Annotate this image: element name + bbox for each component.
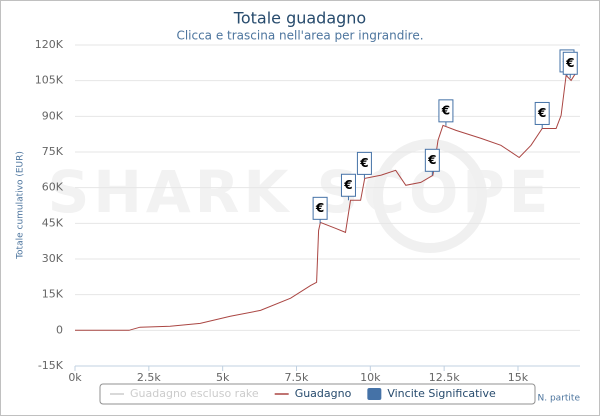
x-tick-label: 5k (216, 371, 230, 384)
flag-label: € (427, 153, 436, 167)
flag (340, 173, 356, 197)
flag-label: € (537, 106, 546, 120)
flag-label: € (359, 156, 368, 170)
flag (534, 101, 550, 125)
x-axis-label: N. partite (538, 394, 581, 404)
flag (562, 51, 578, 75)
flag (356, 151, 372, 175)
x-tick-label: 7.5k (285, 371, 309, 384)
watermark: SHARK SCOPE (48, 158, 553, 226)
legend-label[interactable]: Guadagno escluso rake (130, 387, 259, 400)
y-tick-label: -15K (38, 359, 64, 372)
chart-title: Totale guadagno (233, 9, 366, 28)
y-tick-label: 30K (42, 252, 64, 265)
x-tick-label: 12.5k (429, 371, 460, 384)
legend-box (99, 383, 536, 405)
flag-label: € (565, 56, 574, 70)
y-tick-label: 105K (35, 74, 64, 87)
chart-subtitle: Clicca e trascina nell'area per ingrandi… (176, 29, 423, 43)
y-axis-label: Totale cumulativo (EUR) (16, 151, 26, 260)
y-tick-label: 45K (42, 216, 64, 229)
watermark-ring (373, 139, 487, 253)
y-tick-label: 15K (42, 288, 64, 301)
flag (312, 196, 328, 220)
flag (438, 99, 454, 123)
y-tick-label: 0 (56, 323, 63, 336)
y-tick-label: 120K (35, 38, 64, 51)
x-tick-label: 2.5k (137, 371, 161, 384)
legend-swatch (367, 388, 382, 400)
y-tick-label: 90K (42, 109, 64, 122)
x-tick-label: 0k (68, 371, 82, 384)
flag-label: € (441, 103, 450, 117)
y-tick-label: 75K (42, 145, 64, 158)
legend-label[interactable]: Vincite Significative (387, 387, 496, 400)
data-line (75, 72, 577, 331)
legend-label[interactable]: Guadagno (295, 387, 352, 400)
flag (424, 148, 440, 172)
x-tick-label: 15k (508, 371, 529, 384)
y-tick-label: 60K (42, 181, 64, 194)
flag-label: € (315, 201, 324, 215)
flag-label: € (343, 178, 352, 192)
x-tick-label: 10k (360, 371, 381, 384)
